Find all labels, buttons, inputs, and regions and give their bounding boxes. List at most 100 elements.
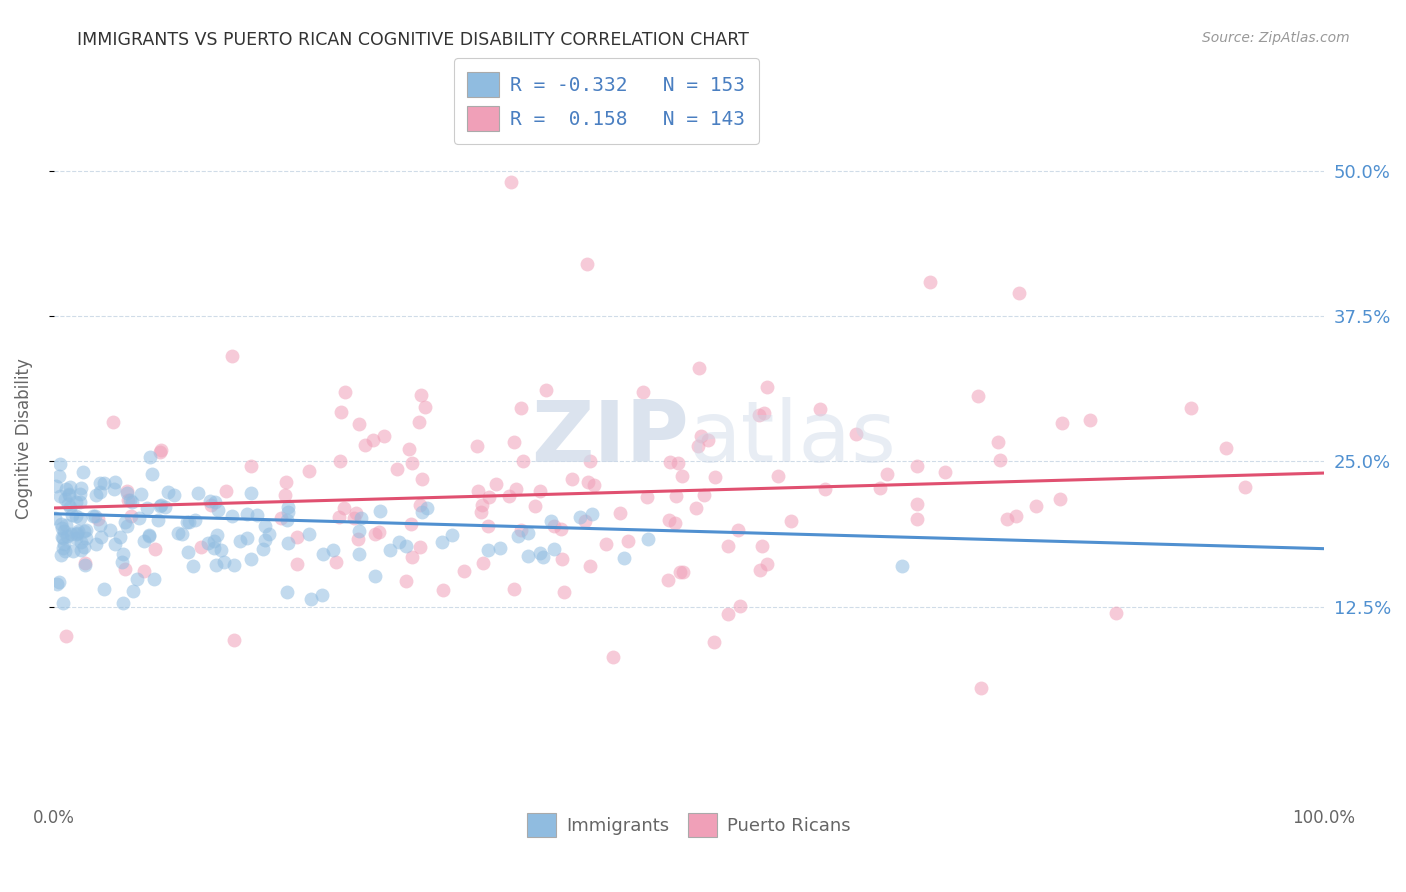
Point bbox=[215, 484, 238, 499]
Point bbox=[204, 495, 226, 509]
Y-axis label: Cognitive Disability: Cognitive Disability bbox=[15, 358, 32, 518]
Point bbox=[869, 481, 891, 495]
Point bbox=[229, 534, 252, 549]
Point bbox=[236, 531, 259, 545]
Point bbox=[970, 681, 993, 696]
Point bbox=[703, 470, 725, 484]
Point bbox=[53, 491, 76, 506]
Point bbox=[543, 541, 565, 556]
Point bbox=[138, 529, 160, 543]
Point bbox=[609, 506, 631, 520]
Point bbox=[328, 510, 350, 524]
Point bbox=[553, 584, 575, 599]
Point bbox=[257, 527, 280, 541]
Point bbox=[153, 500, 176, 515]
Point bbox=[401, 456, 423, 470]
Point bbox=[73, 524, 96, 538]
Point bbox=[287, 530, 309, 544]
Point bbox=[224, 558, 246, 572]
Point bbox=[470, 505, 492, 519]
Point bbox=[510, 401, 533, 415]
Point bbox=[512, 454, 534, 468]
Point bbox=[529, 546, 551, 560]
Point bbox=[139, 450, 162, 464]
Text: ZIP: ZIP bbox=[531, 397, 689, 480]
Point bbox=[669, 565, 692, 579]
Point bbox=[688, 439, 710, 453]
Point bbox=[149, 499, 172, 513]
Point bbox=[67, 524, 90, 539]
Point bbox=[411, 472, 433, 486]
Point bbox=[550, 522, 572, 536]
Point bbox=[167, 526, 190, 541]
Point bbox=[408, 415, 430, 429]
Point bbox=[582, 478, 605, 492]
Point bbox=[1008, 285, 1031, 300]
Point bbox=[347, 417, 370, 431]
Point bbox=[149, 498, 172, 512]
Point bbox=[529, 483, 551, 498]
Point bbox=[748, 408, 770, 422]
Point bbox=[478, 491, 501, 505]
Point bbox=[631, 385, 654, 400]
Point bbox=[693, 488, 716, 502]
Point bbox=[84, 536, 107, 550]
Point bbox=[988, 452, 1011, 467]
Point bbox=[394, 539, 416, 553]
Point bbox=[157, 485, 180, 500]
Point bbox=[333, 384, 356, 399]
Point bbox=[89, 517, 111, 532]
Point bbox=[117, 519, 139, 533]
Point bbox=[576, 257, 599, 271]
Point bbox=[814, 482, 837, 496]
Point bbox=[477, 543, 499, 558]
Point bbox=[311, 588, 333, 602]
Point bbox=[350, 510, 373, 524]
Point bbox=[53, 544, 76, 558]
Point bbox=[277, 536, 299, 550]
Point bbox=[471, 498, 494, 512]
Point bbox=[1180, 401, 1202, 416]
Point bbox=[72, 540, 94, 554]
Point bbox=[531, 549, 554, 564]
Point bbox=[66, 526, 89, 541]
Point bbox=[540, 514, 562, 528]
Point bbox=[65, 495, 87, 509]
Point bbox=[253, 519, 276, 533]
Point bbox=[69, 487, 91, 501]
Point bbox=[69, 495, 91, 509]
Point bbox=[697, 434, 720, 448]
Point bbox=[312, 548, 335, 562]
Point bbox=[202, 534, 225, 549]
Point bbox=[613, 551, 636, 566]
Point bbox=[467, 484, 489, 499]
Point bbox=[52, 537, 75, 551]
Point bbox=[636, 491, 658, 505]
Point bbox=[578, 454, 600, 468]
Text: atlas: atlas bbox=[689, 397, 897, 480]
Point bbox=[347, 532, 370, 546]
Point bbox=[1025, 499, 1047, 513]
Point bbox=[172, 527, 194, 541]
Point bbox=[44, 511, 66, 525]
Point bbox=[477, 519, 499, 533]
Point bbox=[108, 530, 131, 544]
Point bbox=[498, 489, 520, 503]
Point bbox=[132, 564, 155, 578]
Point bbox=[120, 492, 142, 507]
Point bbox=[666, 456, 689, 470]
Point bbox=[658, 513, 681, 527]
Point bbox=[90, 530, 112, 544]
Point bbox=[200, 498, 222, 512]
Point bbox=[373, 429, 395, 443]
Point bbox=[114, 562, 136, 576]
Point bbox=[276, 585, 298, 599]
Point bbox=[285, 557, 308, 571]
Point bbox=[717, 539, 740, 553]
Point bbox=[808, 401, 831, 416]
Point bbox=[205, 558, 228, 573]
Point bbox=[368, 524, 391, 539]
Point bbox=[246, 508, 269, 522]
Point bbox=[55, 518, 77, 533]
Point bbox=[221, 509, 243, 524]
